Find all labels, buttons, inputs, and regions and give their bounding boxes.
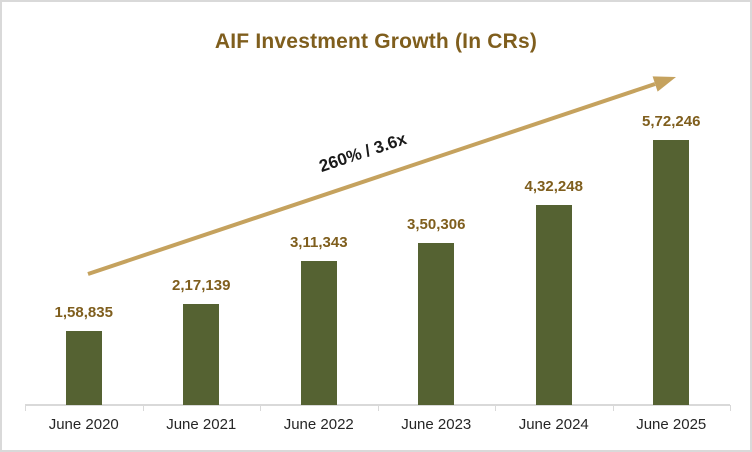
bar-june-2023	[418, 243, 455, 405]
x-axis-label: June 2022	[283, 416, 354, 433]
bar-june-2021	[183, 304, 220, 405]
bar-value-label: 1,58,835	[54, 304, 113, 321]
chart-title: AIF Investment Growth (In CRs)	[214, 30, 538, 53]
axis-tick	[730, 405, 731, 411]
x-axis-label: June 2024	[518, 416, 589, 433]
bar-value-label: 3,50,306	[407, 216, 466, 233]
bar-june-2025	[653, 140, 690, 405]
axis-tick	[377, 405, 379, 411]
x-axis-label: June 2023	[401, 416, 472, 433]
bar-value-label: 2,17,139	[172, 277, 231, 294]
bar-june-2020	[65, 331, 102, 405]
bar-june-2022	[300, 261, 337, 405]
axis-tick	[142, 405, 144, 411]
axis-tick	[495, 405, 496, 411]
x-axis-label: June 2020	[48, 416, 119, 433]
bar-june-2024	[535, 205, 572, 405]
x-axis-label: June 2025	[636, 416, 707, 433]
bar-value-label: 5,72,246	[642, 113, 701, 130]
bar-value-label: 4,32,248	[524, 178, 583, 195]
axis-tick	[25, 405, 26, 411]
axis-tick	[260, 405, 261, 411]
axis-tick	[612, 405, 614, 411]
bar-value-label: 3,11,343	[289, 234, 348, 251]
x-axis-label: June 2021	[166, 416, 237, 433]
